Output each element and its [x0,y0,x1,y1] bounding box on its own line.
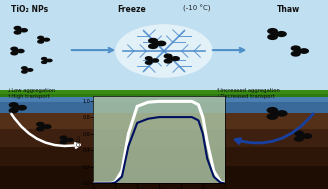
Circle shape [43,59,49,62]
Text: ↑Increased aggregation
↓Decreased transport: ↑Increased aggregation ↓Decreased transp… [216,88,280,99]
FancyBboxPatch shape [0,147,328,166]
Circle shape [148,38,158,44]
Y-axis label: C/C₀: C/C₀ [76,134,81,146]
Ellipse shape [115,24,213,78]
Circle shape [148,43,158,49]
Circle shape [39,125,46,129]
Circle shape [294,136,304,142]
FancyBboxPatch shape [0,98,328,113]
Circle shape [21,70,28,74]
Circle shape [37,36,44,40]
FancyBboxPatch shape [0,94,328,113]
Circle shape [164,53,173,59]
Circle shape [41,57,48,61]
Circle shape [145,60,153,65]
Circle shape [302,133,312,139]
Circle shape [9,108,19,113]
Circle shape [151,58,159,63]
Circle shape [276,31,287,37]
Circle shape [276,110,288,117]
Circle shape [271,32,280,36]
Circle shape [299,48,309,54]
Circle shape [171,56,180,61]
Circle shape [17,49,25,53]
Circle shape [267,107,278,114]
Circle shape [156,41,166,46]
Circle shape [27,68,33,72]
Circle shape [148,59,154,62]
Circle shape [164,58,173,64]
Circle shape [40,38,45,41]
Text: Freeze: Freeze [117,5,146,14]
Circle shape [36,122,45,127]
Text: ↓Low aggregation
↑High transport: ↓Low aggregation ↑High transport [7,88,55,99]
Circle shape [291,51,301,57]
Circle shape [9,102,19,108]
FancyBboxPatch shape [0,90,328,97]
Circle shape [267,113,278,120]
Circle shape [10,46,18,51]
Circle shape [298,134,306,138]
Circle shape [59,140,68,144]
Text: Thaw: Thaw [277,5,300,14]
Circle shape [66,138,74,142]
Circle shape [13,26,22,30]
Circle shape [37,40,44,44]
Circle shape [46,59,53,62]
Circle shape [271,111,280,116]
Text: TiO₂ NPs: TiO₂ NPs [11,5,48,14]
FancyBboxPatch shape [0,0,328,98]
Circle shape [10,51,18,56]
Circle shape [13,49,19,53]
Circle shape [267,28,278,34]
Circle shape [20,28,28,33]
FancyBboxPatch shape [0,93,328,102]
Circle shape [13,30,21,35]
Circle shape [24,68,29,71]
FancyBboxPatch shape [0,94,328,96]
Circle shape [145,56,153,61]
Circle shape [36,126,45,132]
Circle shape [17,105,27,111]
Circle shape [21,66,28,70]
Circle shape [63,138,69,142]
Circle shape [167,57,174,60]
Text: (-10 °C): (-10 °C) [183,5,211,12]
Circle shape [41,60,48,64]
Circle shape [152,41,160,46]
FancyBboxPatch shape [0,166,328,189]
FancyBboxPatch shape [0,113,328,129]
FancyBboxPatch shape [0,129,328,147]
Circle shape [267,34,278,40]
Circle shape [295,49,302,53]
Circle shape [43,38,50,42]
Circle shape [43,124,52,129]
Circle shape [291,45,301,51]
Circle shape [294,130,304,136]
Circle shape [59,135,68,140]
FancyBboxPatch shape [0,90,328,94]
Circle shape [17,29,23,32]
Circle shape [12,105,20,110]
